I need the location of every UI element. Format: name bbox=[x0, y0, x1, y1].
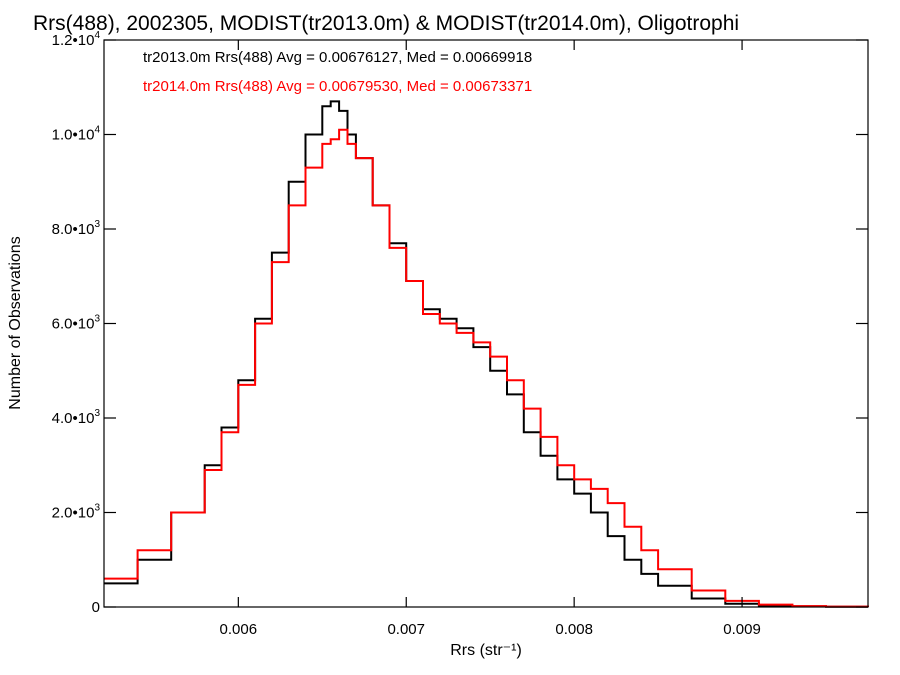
legend-entry-series-1: tr2013.0m Rrs(488) Avg = 0.00676127, Med… bbox=[143, 49, 532, 66]
x-axis-title: Rrs (str⁻¹) bbox=[450, 642, 522, 659]
legend-entry-series-2: tr2014.0m Rrs(488) Avg = 0.00679530, Med… bbox=[143, 78, 532, 95]
y-tick-label: 8.0•103 bbox=[52, 219, 101, 238]
series-1-line bbox=[104, 100, 869, 608]
y-tick-label: 4.0•103 bbox=[52, 408, 101, 427]
x-tick-label: 0.006 bbox=[220, 621, 258, 638]
x-tick-label: 0.009 bbox=[723, 621, 761, 638]
x-tick-label: 0.007 bbox=[387, 621, 425, 638]
chart-title: Rrs(488), 2002305, MODIST(tr2013.0m) & M… bbox=[33, 12, 739, 35]
y-tick-label: 6.0•103 bbox=[52, 314, 101, 333]
y-axis-ticks: 0 2.0•103 4.0•103 6.0•103 8.0•103 1.0•104 1.2•… bbox=[52, 30, 868, 616]
plot-frame bbox=[103, 39, 869, 608]
y-tick-label: 2.0•103 bbox=[52, 503, 101, 522]
y-axis-title: Number of Observations bbox=[7, 236, 24, 409]
x-tick-label: 0.008 bbox=[555, 621, 593, 638]
x-axis-ticks: 0.006 0.007 0.008 0.009 bbox=[220, 40, 761, 638]
y-tick-label: 0 bbox=[92, 599, 100, 616]
y-tick-label: 1.0•104 bbox=[52, 125, 101, 144]
y-tick-label: 1.2•104 bbox=[52, 30, 101, 49]
series-2-line bbox=[104, 128, 869, 608]
series-layer bbox=[104, 100, 869, 608]
